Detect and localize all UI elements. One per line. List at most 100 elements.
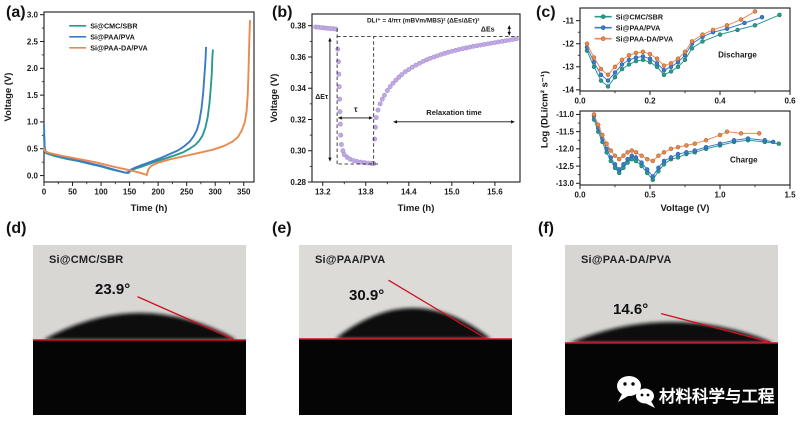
svg-text:0.32: 0.32 (290, 115, 306, 124)
svg-text:0.36: 0.36 (290, 53, 306, 62)
droplet-image-f: 材料科学与工程 (565, 245, 778, 415)
panel-c: 0.0 0.2 0.4 0.6 -14 -13 -12 -11 Discharge Si@CMC/… (530, 0, 800, 218)
svg-text:τ: τ (354, 104, 358, 114)
panel-f: (f) 材料科学与工程 Si@PAA-DA/PVA 14.6° (532, 218, 800, 423)
svg-text:300: 300 (209, 188, 223, 197)
svg-text:0.0: 0.0 (574, 191, 586, 200)
svg-text:13.2: 13.2 (315, 188, 331, 197)
svg-text:1.0: 1.0 (714, 191, 726, 200)
bottom-row: (d) Si@CMC/SBR 23.9° (e) Si@PAA/PVA 30.9… (0, 218, 800, 423)
panel-a-letter: (a) (6, 4, 26, 21)
svg-text:ΔEτ: ΔEτ (315, 94, 329, 101)
watermark-text: 材料科学与工程 (659, 386, 775, 406)
series-si-cmc-sbr (43, 49, 214, 174)
svg-text:0.5: 0.5 (27, 145, 39, 154)
sample-label-d: Si@CMC/SBR (49, 254, 124, 266)
svg-text:0.6: 0.6 (784, 97, 796, 106)
panel-a: 0 50 100 150 200 250 300 350 0.0 0.5 1.0 1.5 2.0 2.5 3… (0, 0, 266, 218)
svg-text:150: 150 (123, 188, 137, 197)
svg-text:Si@PAA/PVA: Si@PAA/PVA (90, 33, 135, 42)
panel-b-letter: (b) (272, 4, 293, 21)
svg-text:0.2: 0.2 (644, 97, 656, 106)
series-si-cmc-sbr (591, 117, 782, 183)
contact-angle-value-e: 30.9° (349, 287, 385, 304)
svg-text:-12.0: -12.0 (556, 145, 575, 154)
chart-c-charge-diffusivity: 0.0 0.5 1.0 1.5 -13.0 -12.5 -12.0 -11.5 -11.0 Vol… (556, 110, 796, 214)
svg-text:13.8: 13.8 (358, 188, 374, 197)
wechat-icon (617, 376, 655, 408)
panel-b: 13.2 13.8 14.4 15.0 15.6 0.28 0.30 0.32 0.34 0.36… (266, 0, 530, 218)
svg-text:350: 350 (237, 188, 251, 197)
svg-text:0.4: 0.4 (714, 97, 726, 106)
svg-text:-11.5: -11.5 (556, 127, 574, 136)
svg-text:-11: -11 (563, 16, 575, 25)
svg-text:-13.0: -13.0 (556, 179, 575, 188)
svg-text:100: 100 (94, 188, 108, 197)
svg-text:-13: -13 (562, 63, 574, 72)
svg-text:15.6: 15.6 (487, 188, 503, 197)
svg-text:Si@CMC/SBR: Si@CMC/SBR (616, 12, 664, 21)
svg-text:0.34: 0.34 (290, 84, 306, 93)
contact-angle-photo-f: 材料科学与工程 Si@PAA-DA/PVA 14.6° (565, 245, 778, 415)
droplet-silhouette (335, 308, 491, 339)
svg-text:0.0: 0.0 (574, 97, 586, 106)
svg-text:Voltage (V): Voltage (V) (3, 73, 14, 122)
svg-text:Time (h): Time (h) (398, 203, 435, 214)
contact-angle-photo-e: Si@PAA/PVA 30.9° (299, 245, 512, 415)
droplet-image-d (33, 245, 246, 415)
substrate (299, 339, 512, 415)
series-si-paa-da-pva (43, 20, 251, 176)
droplet-image-e (299, 245, 512, 415)
contact-angle-value-f: 14.6° (613, 301, 649, 318)
tangent-line (388, 279, 486, 339)
panel-f-letter: (f) (538, 220, 554, 237)
svg-text:-12: -12 (562, 40, 574, 49)
svg-text:2.0: 2.0 (27, 64, 39, 73)
svg-text:250: 250 (180, 188, 194, 197)
svg-text:0.28: 0.28 (290, 178, 306, 187)
svg-text:Voltage (V): Voltage (V) (269, 74, 280, 123)
svg-text:0.38: 0.38 (290, 22, 306, 31)
tangent-line (137, 296, 234, 340)
svg-text:Discharge: Discharge (718, 51, 757, 60)
panel-d: (d) Si@CMC/SBR 23.9° (0, 218, 266, 423)
svg-text:Si@PAA-DA/PVA: Si@PAA-DA/PVA (90, 44, 147, 53)
svg-text:0.5: 0.5 (644, 191, 656, 200)
svg-text:1.5: 1.5 (27, 91, 39, 100)
svg-text:1.5: 1.5 (784, 191, 796, 200)
droplet-silhouette (569, 322, 774, 343)
svg-text:Time (h): Time (h) (131, 203, 168, 214)
svg-text:0.30: 0.30 (290, 147, 306, 156)
contact-angle-photo-d: Si@CMC/SBR 23.9° (33, 245, 246, 415)
svg-text:-11.0: -11.0 (556, 110, 574, 119)
svg-text:ΔEs: ΔEs (481, 27, 495, 34)
top-row: 0 50 100 150 200 250 300 350 0.0 0.5 1.0 1.5 2.0 2.5 3… (0, 0, 800, 218)
chart-c-discharge-diffusivity: 0.0 0.2 0.4 0.6 -14 -13 -12 -11 Discharge Si@CMC/… (562, 7, 796, 106)
svg-text:Si@CMC/SBR: Si@CMC/SBR (90, 22, 138, 31)
chart-c-shared-ylabel: Log (DLi/cm² s⁻¹) (539, 70, 551, 149)
panel-e: (e) Si@PAA/PVA 30.9° (266, 218, 532, 423)
series-si-paa-pva (584, 15, 765, 83)
svg-text:15.0: 15.0 (444, 188, 460, 197)
svg-text:50: 50 (68, 188, 77, 197)
panel-c-letter: (c) (536, 4, 556, 21)
sample-label-f: Si@PAA-DA/PVA (581, 254, 672, 266)
svg-text:Charge: Charge (730, 156, 758, 165)
svg-text:0.0: 0.0 (27, 171, 39, 180)
sample-label-e: Si@PAA/PVA (315, 254, 386, 266)
svg-text:1.0: 1.0 (27, 118, 39, 127)
series-si-paa-da-pva (591, 112, 762, 164)
series-si-paa-da-pva (584, 9, 758, 78)
tangent-line (660, 313, 771, 343)
series-si-cmc-sbr (584, 12, 782, 89)
chart-a-voltage-vs-time: 0 50 100 150 200 250 300 350 0.0 0.5 1.0 1.5 2.0 2.5 3… (3, 10, 255, 214)
svg-text:200: 200 (151, 188, 165, 197)
svg-text:14.4: 14.4 (401, 188, 417, 197)
svg-text:Si@PAA-DA/PVA: Si@PAA-DA/PVA (616, 34, 673, 43)
svg-text:Si@PAA/PVA: Si@PAA/PVA (616, 23, 661, 32)
contact-angle-value-d: 23.9° (95, 281, 131, 298)
panel-e-letter: (e) (272, 220, 292, 237)
substrate (33, 340, 246, 415)
svg-text:Voltage (V): Voltage (V) (661, 203, 710, 214)
